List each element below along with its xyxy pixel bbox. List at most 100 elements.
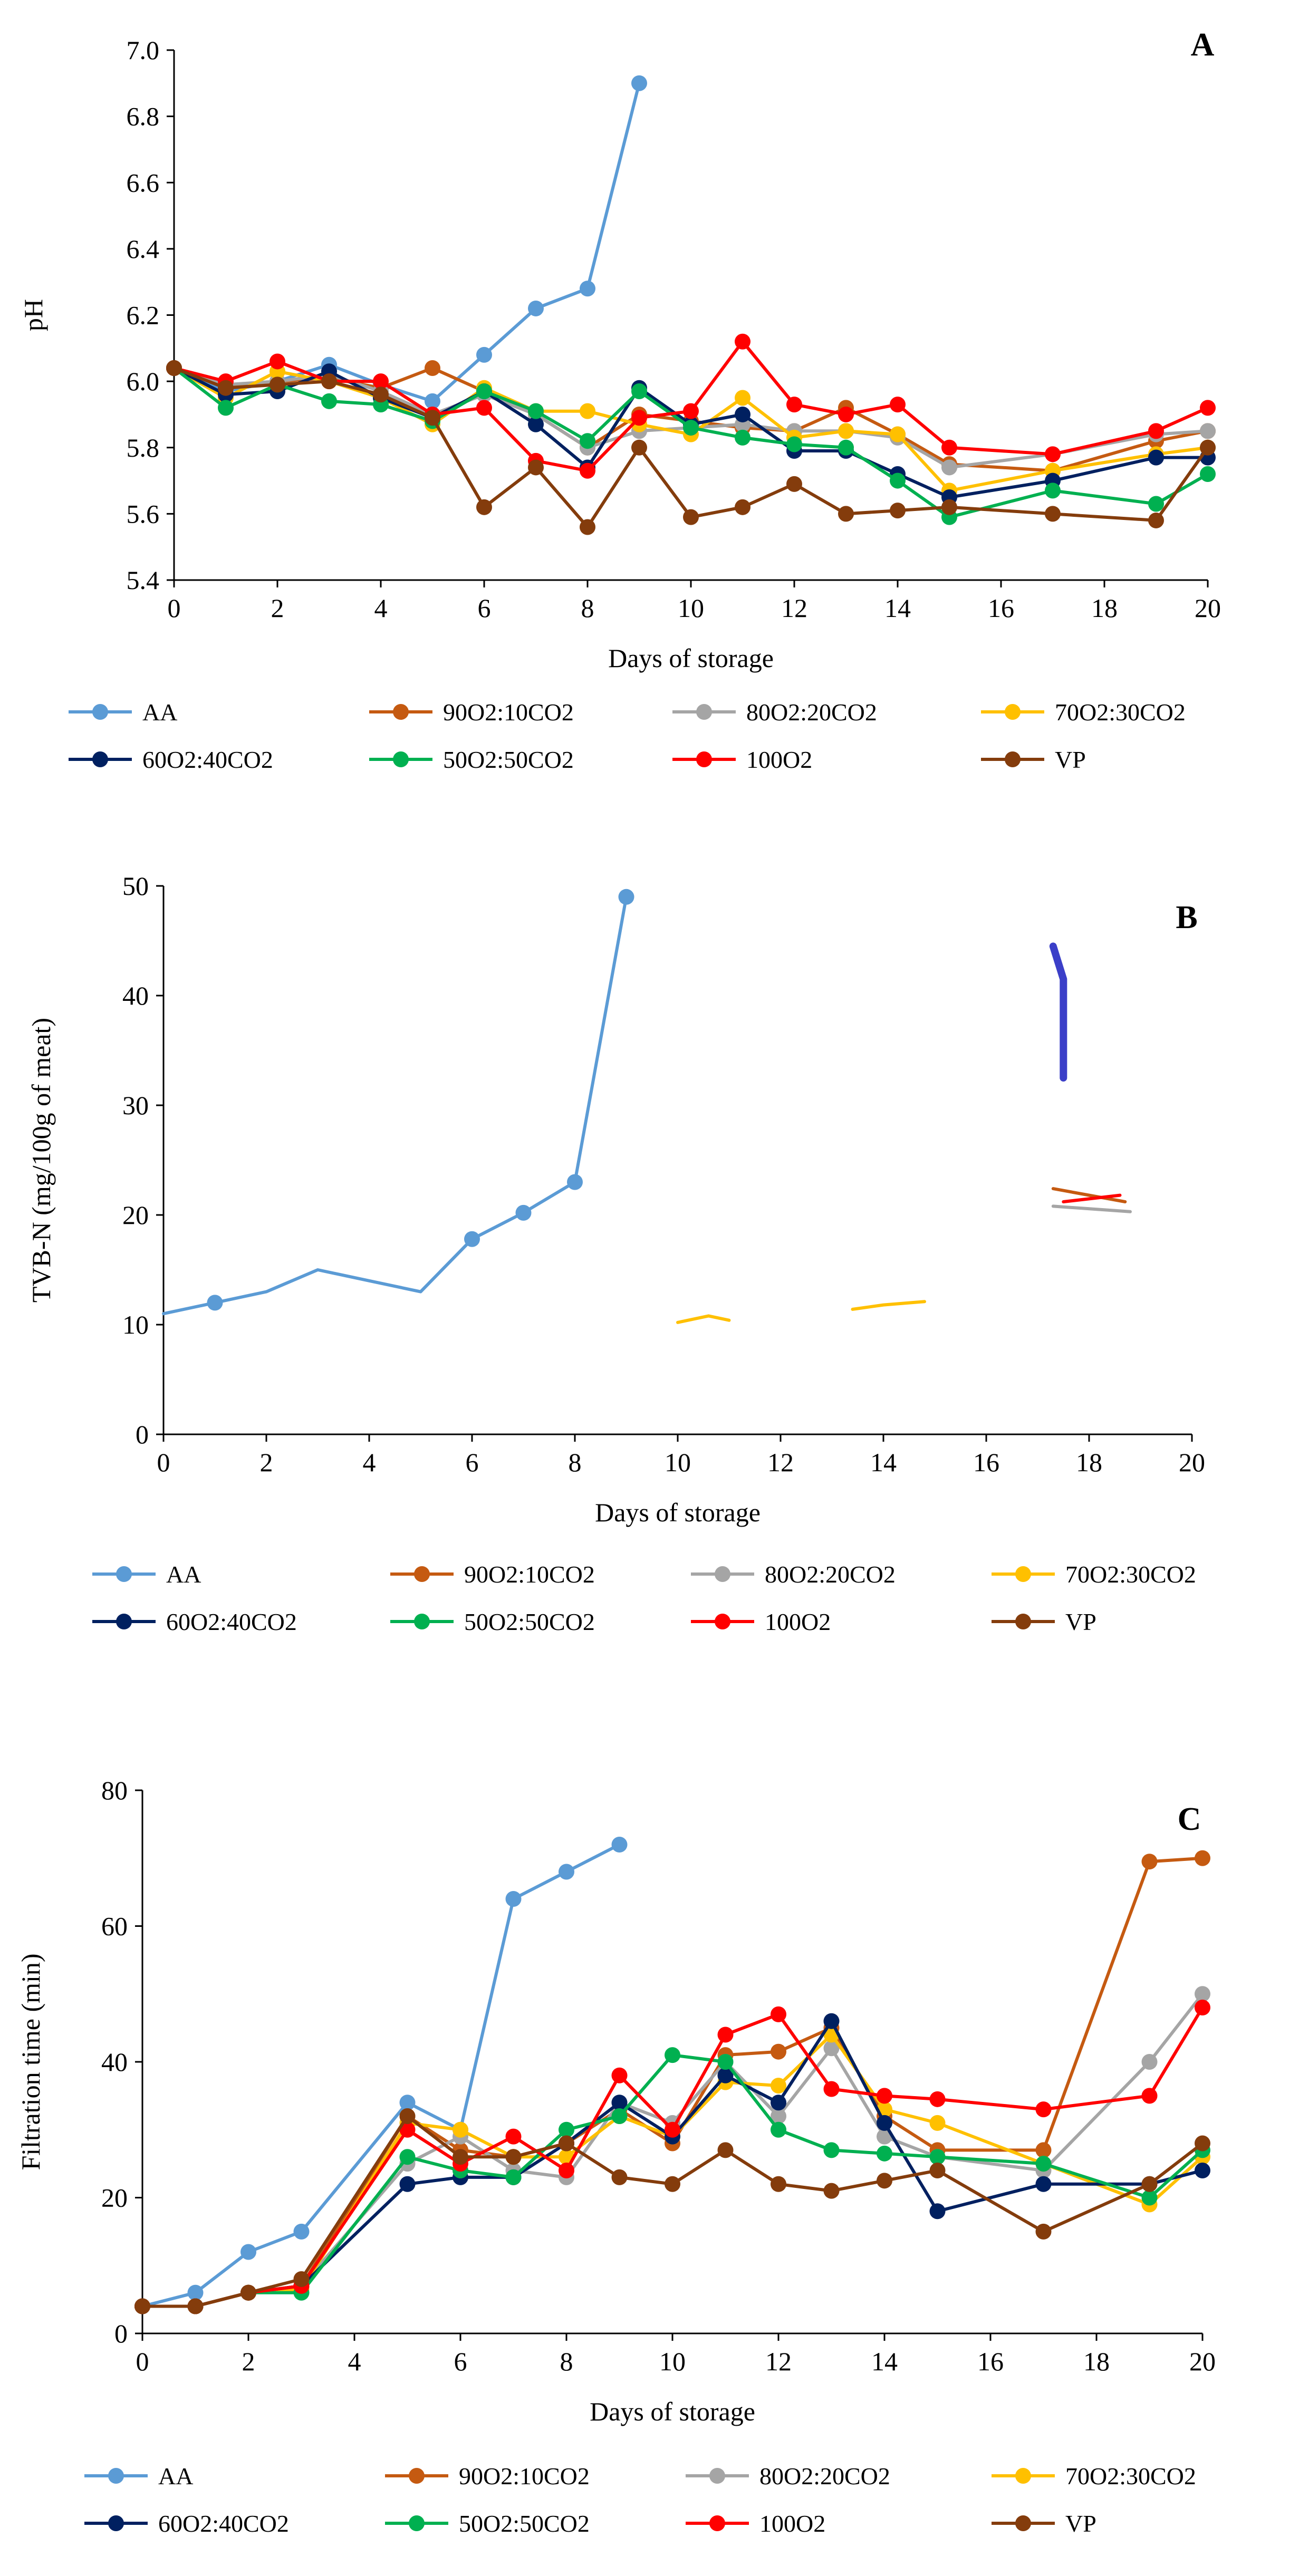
x-axis-title: Days of storage [608, 643, 774, 673]
legend-label: VP [1065, 2510, 1096, 2537]
data-point [929, 2203, 946, 2220]
data-point [823, 2142, 840, 2158]
chart-panels: 5.4 5.6 5.8 6.0 6.2 6.4 6.6 6.8 7.0 0 2 4 6 8 10 12 14 16… [16, 27, 1221, 2537]
series-line [851, 1300, 926, 1311]
x-tick-label: 4 [363, 1448, 376, 1477]
data-point [611, 2169, 628, 2185]
legend-label: AA [166, 1561, 201, 1588]
x-tick-label: 4 [348, 2347, 361, 2376]
y-axis-title: Filtration time (min) [16, 1953, 45, 2170]
data-point [1195, 1850, 1210, 1866]
data-point [580, 403, 595, 419]
legend-marker [696, 704, 712, 720]
data-point [735, 333, 750, 350]
data-point [877, 2115, 892, 2131]
x-tick-label: 2 [271, 593, 284, 623]
legend-marker [92, 704, 108, 720]
data-point [611, 1837, 628, 1853]
data-point [631, 383, 647, 399]
x-tick-label: 0 [157, 1448, 170, 1477]
data-point [735, 390, 750, 406]
data-point [476, 400, 492, 416]
data-point [717, 2054, 734, 2070]
y-tick-label: 5.4 [127, 565, 160, 595]
y-tick-label: 5.8 [127, 433, 160, 462]
data-point [476, 499, 492, 515]
data-point [1148, 449, 1164, 466]
x-tick-label: 0 [136, 2347, 149, 2376]
data-point [425, 360, 440, 376]
x-axis-title: Days of storage [595, 1498, 761, 1527]
data-point [838, 506, 854, 522]
data-point [941, 499, 957, 515]
legend-label: 90O2:10CO2 [459, 2463, 590, 2490]
data-point [929, 2091, 946, 2107]
legend-marker [696, 751, 712, 767]
data-point [929, 2115, 946, 2131]
x-tick-label: 6 [466, 1448, 479, 1477]
y-axis-title: TVB-N (mg/100g of meat) [26, 1018, 56, 1303]
x-tick-label: 8 [560, 2347, 573, 2376]
data-point [877, 2173, 892, 2189]
y-tick-label: 10 [122, 1310, 149, 1339]
panel-letter: C [1178, 1801, 1201, 1837]
legend-label: 50O2:50CO2 [443, 746, 574, 773]
x-tick-label: 20 [1179, 1448, 1205, 1477]
data-point [771, 2108, 786, 2124]
x-tick-label: 20 [1195, 593, 1221, 623]
legend-label: 80O2:20CO2 [765, 1561, 896, 1588]
legend-label: 80O2:20CO2 [746, 699, 877, 726]
x-tick-label: 8 [569, 1448, 582, 1477]
legend-marker [1005, 704, 1021, 720]
x-tick-label: 14 [870, 1448, 897, 1477]
y-tick-label: 6.0 [127, 366, 160, 396]
legend-marker [108, 2515, 124, 2531]
legend-label: 100O2 [759, 2510, 825, 2537]
data-point [559, 2135, 574, 2152]
data-point [1141, 2176, 1158, 2192]
data-point [771, 2006, 786, 2022]
data-point [399, 2149, 416, 2165]
data-point [631, 75, 647, 91]
data-point [567, 1174, 583, 1190]
x-tick-label: 8 [581, 593, 594, 623]
data-point [1195, 2163, 1210, 2178]
data-point [1148, 496, 1164, 512]
data-point [528, 459, 544, 476]
data-point [735, 429, 750, 446]
legend-label: 70O2:30CO2 [1065, 2463, 1196, 2490]
data-point [464, 1231, 480, 1247]
x-axis-title: Days of storage [590, 2397, 755, 2426]
data-point [559, 1864, 574, 1880]
data-point [476, 383, 492, 399]
series-line [162, 895, 628, 1316]
data-point [187, 2298, 204, 2314]
legend-label: 60O2:40CO2 [142, 746, 273, 773]
data-point [890, 397, 906, 413]
legend-label: VP [1065, 1608, 1096, 1635]
data-point [187, 2284, 204, 2301]
data-point [823, 2183, 840, 2199]
data-point [786, 476, 802, 492]
y-tick-label: 20 [101, 2183, 128, 2213]
x-tick-label: 6 [454, 2347, 467, 2376]
series-AA [162, 889, 634, 1316]
legend-label: AA [142, 699, 177, 726]
data-point [218, 400, 234, 416]
series-80O2:20CO2 [1051, 1204, 1132, 1213]
legend-marker [414, 1614, 430, 1629]
x-tick-label: 2 [242, 2347, 255, 2376]
y-tick-label: 20 [122, 1200, 149, 1230]
legend-label: 80O2:20CO2 [759, 2463, 890, 2490]
data-point [1045, 483, 1061, 499]
data-point [270, 377, 285, 393]
data-point [399, 2121, 416, 2138]
data-point [1035, 2176, 1052, 2192]
y-tick-label: 60 [101, 1912, 128, 1941]
data-point [717, 2027, 734, 2043]
data-point [771, 2121, 786, 2138]
data-point [515, 1204, 532, 1221]
x-tick-label: 16 [988, 593, 1014, 623]
data-point [399, 2095, 416, 2111]
